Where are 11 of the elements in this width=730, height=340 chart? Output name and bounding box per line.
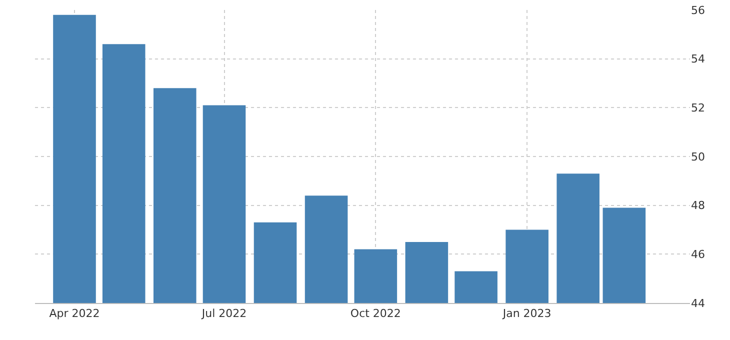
x-tick-label: Jan 2023 [502, 307, 552, 320]
x-tick-label: Jul 2022 [200, 307, 247, 320]
y-tick-label: 46 [691, 248, 705, 262]
x-tick-label: Apr 2022 [49, 307, 100, 320]
y-tick-label: 44 [691, 296, 705, 310]
y-tick-label: 50 [691, 150, 705, 164]
y-tick-label: 48 [691, 199, 705, 212]
y-tick-label: 52 [691, 102, 705, 115]
y-tick-label: 56 [691, 4, 705, 17]
y-tick-label: 54 [691, 52, 705, 66]
x-tick-label: Oct 2022 [350, 307, 401, 320]
